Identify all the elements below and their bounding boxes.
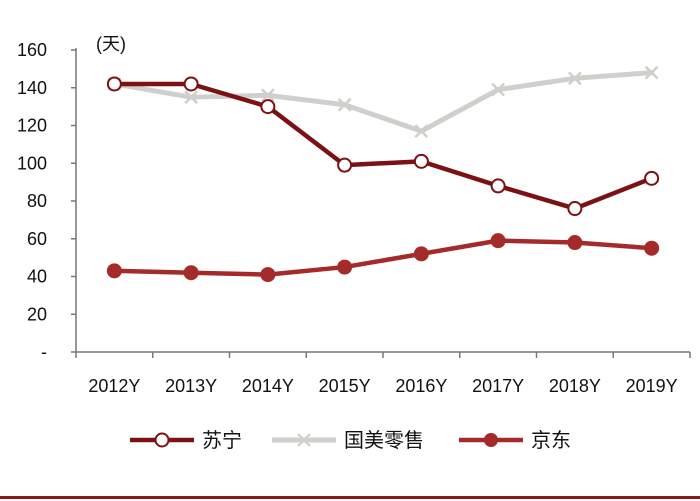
- data-point: [567, 201, 583, 217]
- data-point: [337, 259, 353, 275]
- y-tick-label: 160: [17, 40, 47, 60]
- data-point: [490, 178, 506, 194]
- y-tick-label: 40: [27, 267, 47, 287]
- data-point: [184, 90, 199, 105]
- data-point: [414, 124, 429, 139]
- data-point: [413, 153, 429, 169]
- x-tick-label: 2018Y: [549, 376, 601, 396]
- legend-label: 京东: [531, 429, 571, 452]
- legend-label: 国美零售: [344, 429, 424, 452]
- series-line: [112, 238, 654, 277]
- data-point: [567, 71, 582, 86]
- legend-marker: [154, 432, 170, 448]
- legend-marker: [484, 433, 498, 447]
- legend-item-2: 京东: [459, 429, 571, 452]
- data-point: [183, 76, 199, 92]
- data-point: [567, 235, 583, 251]
- series-line: [112, 81, 654, 211]
- data-point: [491, 82, 506, 97]
- y-tick-label: 60: [27, 229, 47, 249]
- data-point: [106, 263, 122, 279]
- data-point: [337, 157, 353, 173]
- legend: 苏宁 国美零售 京东: [130, 429, 571, 452]
- x-tick-label: 2019Y: [626, 376, 678, 396]
- x-tick-label: 2016Y: [395, 376, 447, 396]
- x-tick-label: 2014Y: [242, 376, 294, 396]
- data-point: [106, 76, 122, 92]
- legend-item-0: 苏宁: [130, 429, 242, 452]
- series-line: [111, 70, 655, 134]
- data-point: [644, 240, 660, 256]
- data-point: [260, 99, 276, 115]
- y-tick-label: -: [41, 342, 47, 362]
- series-layer: [106, 65, 660, 283]
- x-tick-label: 2015Y: [319, 376, 371, 396]
- data-point: [260, 88, 275, 103]
- data-point: [260, 267, 276, 283]
- x-tick-label: 2012Y: [88, 376, 140, 396]
- series-0: [106, 76, 660, 217]
- y-axis-ticks: - 20 40 60 80 100 120 140 160: [17, 40, 76, 362]
- y-tick-label: 140: [17, 78, 47, 98]
- data-point: [337, 97, 352, 112]
- series-2: [106, 233, 660, 283]
- data-point: [413, 246, 429, 262]
- y-tick-label: 80: [27, 191, 47, 211]
- data-point: [644, 170, 660, 186]
- legend-marker: [297, 433, 311, 447]
- data-point: [644, 65, 659, 80]
- y-tick-label: 100: [17, 153, 47, 173]
- x-axis-ticks: 2012Y 2013Y 2014Y 2015Y 2016Y 2017Y 2018Y 2019Y: [75, 352, 691, 396]
- legend-label: 苏宁: [202, 429, 242, 452]
- y-tick-label: 120: [17, 116, 47, 136]
- data-point: [490, 233, 506, 249]
- unit-label: (天): [96, 34, 126, 54]
- y-tick-label: 20: [27, 304, 47, 324]
- data-point: [183, 265, 199, 281]
- x-tick-label: 2013Y: [165, 376, 217, 396]
- x-tick-label: 2017Y: [472, 376, 524, 396]
- legend-item-1: 国美零售: [272, 429, 424, 452]
